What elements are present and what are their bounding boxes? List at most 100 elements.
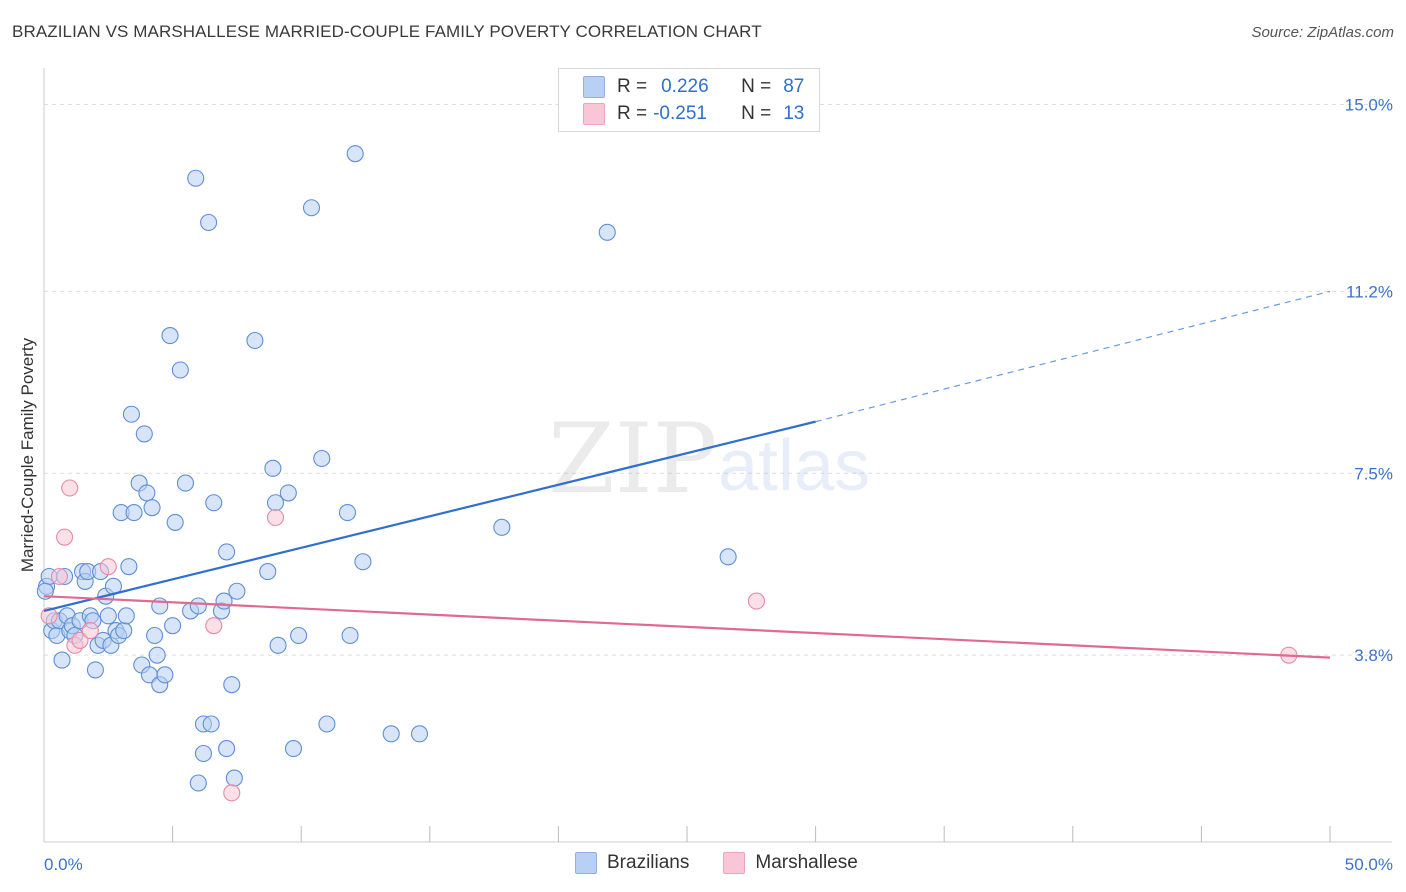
data-point-brazilians [264,459,282,477]
data-point-brazilians [164,617,182,635]
axes [43,68,1392,843]
gridlines [44,104,1392,656]
trend-line-brazilians-extension [815,290,1331,423]
data-point-brazilians [148,646,166,664]
legend-n-value: 13 [783,103,805,124]
data-point-brazilians [410,725,429,743]
legend-row-brazilians: R = 0.226 N = 87 [583,75,804,99]
y-tick-label: 3.8% [1354,646,1393,665]
data-point-brazilians [493,518,511,536]
data-point-brazilians [161,327,179,345]
marshallese-points [40,479,1298,802]
data-point-brazilians [228,582,246,600]
y-tick-labels: 3.8% 7.5% 11.2% 15.0% [1345,96,1393,666]
legend-swatch-pink [583,103,605,125]
data-point-marshallese [99,558,117,576]
trend-line-marshallese [43,595,1331,659]
data-point-marshallese [223,784,241,802]
watermark: ZIP atlas [548,403,870,515]
data-point-brazilians [189,597,207,615]
y-tick-label: 15.0% [1345,96,1393,115]
legend-r-value: -0.251 [653,103,707,124]
y-tick-label: 11.2% [1346,282,1393,301]
legend-row-marshallese: R = -0.251 N = 13 [583,102,804,126]
data-point-brazilians [225,769,243,787]
data-point-brazilians [218,543,236,561]
series-legend: Brazilians Marshallese [575,852,892,874]
data-point-brazilians [341,626,359,645]
data-point-brazilians [117,607,135,625]
data-point-marshallese [71,631,89,649]
trend-line-brazilians [43,420,816,612]
data-point-brazilians [302,199,321,217]
data-point-brazilians [259,563,277,581]
trend-lines [43,290,1331,659]
data-point-brazilians [86,661,104,679]
legend-r-label: R = [617,103,648,124]
data-point-brazilians [202,715,220,733]
legend-n-label: N = [741,76,772,97]
data-point-brazilians [36,582,54,600]
data-point-brazilians [218,740,236,758]
data-point-marshallese [81,622,99,640]
data-point-brazilians [223,676,241,694]
data-point-brazilians [143,499,161,517]
legend-swatch-blue [583,76,605,98]
data-point-brazilians [719,548,737,566]
data-point-brazilians [125,504,143,522]
legend-label: Marshallese [755,852,858,873]
data-point-marshallese [205,617,223,635]
data-point-brazilians [338,504,357,522]
watermark-atlas: atlas [718,426,870,506]
data-point-brazilians [290,626,308,645]
data-point-brazilians [279,484,297,502]
data-point-brazilians [318,715,336,733]
data-point-brazilians [99,607,117,625]
data-point-brazilians [146,626,164,645]
correlation-legend: R = 0.226 N = 87 R = -0.251 N = 13 [558,68,820,132]
data-point-brazilians [138,484,156,502]
data-point-brazilians [200,213,218,232]
data-point-brazilians [176,474,195,492]
data-point-brazilians [189,774,207,792]
data-point-marshallese [56,528,74,546]
data-point-brazilians [187,169,205,187]
data-point-brazilians [246,331,264,350]
legend-swatch-pink [723,852,746,874]
data-point-brazilians [156,666,174,684]
data-point-brazilians [205,494,223,512]
legend-r-label: R = [617,76,648,97]
legend-item-brazilians: Brazilians [575,852,689,874]
watermark-zip: ZIP [548,403,717,515]
data-point-brazilians [115,622,133,640]
data-point-brazilians [354,553,372,571]
data-point-brazilians [135,425,153,443]
legend-swatch-blue [575,852,597,874]
legend-n-label: N = [741,103,772,124]
x-tick-labels: 0.0% 50.0% [44,855,1393,874]
brazilians-points [36,145,737,792]
data-point-brazilians [194,744,213,763]
data-point-brazilians [166,513,184,531]
y-tick-label: 7.5% [1354,464,1393,483]
data-point-brazilians [598,223,616,241]
data-point-marshallese [747,592,765,610]
chart-title: BRAZILIAN VS MARSHALLESE MARRIED-COUPLE … [12,22,762,41]
x-tick-label: 50.0% [1345,855,1393,874]
data-point-brazilians [53,651,71,669]
data-point-brazilians [122,405,140,423]
legend-n-value: 87 [783,76,805,97]
data-point-marshallese [50,567,68,586]
data-point-brazilians [171,361,189,379]
x-tick-label: 0.0% [44,855,83,874]
legend-item-marshallese: Marshallese [723,852,858,874]
data-point-brazilians [346,145,364,163]
data-point-marshallese [266,508,285,527]
data-point-brazilians [284,740,303,758]
source-label: Source: ZipAtlas.com [1251,24,1394,41]
data-point-brazilians [313,449,331,468]
data-point-marshallese [61,479,79,497]
data-point-brazilians [382,725,400,743]
legend-label: Brazilians [607,852,690,873]
